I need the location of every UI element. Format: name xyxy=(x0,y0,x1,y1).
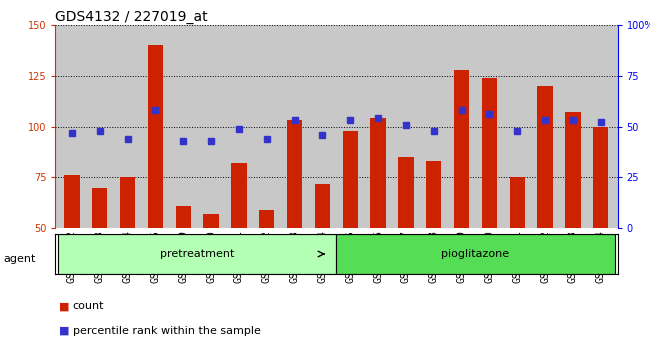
Text: ■: ■ xyxy=(58,301,69,311)
Bar xyxy=(482,78,497,228)
Text: GDS4132 / 227019_at: GDS4132 / 227019_at xyxy=(55,10,208,24)
Bar xyxy=(538,86,552,228)
Bar xyxy=(231,163,246,228)
Bar xyxy=(58,234,337,274)
Bar xyxy=(148,45,163,228)
Bar xyxy=(64,176,79,228)
Bar xyxy=(315,183,330,228)
Bar xyxy=(566,112,580,228)
Bar xyxy=(343,131,358,228)
Bar xyxy=(426,161,441,228)
Bar xyxy=(398,157,413,228)
Bar xyxy=(370,118,386,228)
Bar xyxy=(287,120,302,228)
Bar xyxy=(337,234,615,274)
Bar xyxy=(593,127,608,228)
Text: agent: agent xyxy=(3,254,36,264)
Bar xyxy=(510,177,525,228)
Text: pretreatment: pretreatment xyxy=(160,249,235,259)
Bar xyxy=(259,210,274,228)
Bar xyxy=(120,177,135,228)
Text: percentile rank within the sample: percentile rank within the sample xyxy=(73,326,261,336)
Bar xyxy=(454,70,469,228)
Bar xyxy=(92,188,107,228)
Text: pioglitazone: pioglitazone xyxy=(441,249,510,259)
Bar xyxy=(203,214,219,228)
Text: ■: ■ xyxy=(58,326,69,336)
Bar xyxy=(176,206,191,228)
Text: count: count xyxy=(73,301,104,311)
